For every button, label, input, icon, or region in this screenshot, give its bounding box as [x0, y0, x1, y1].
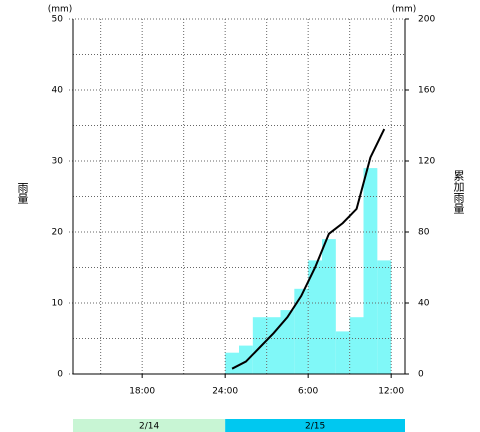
- y-tick-label: 20: [52, 228, 64, 238]
- date-label: 2/14: [139, 422, 159, 432]
- y2-tick-label: 200: [418, 15, 435, 25]
- date-label: 2/15: [305, 422, 325, 432]
- bar: [377, 260, 392, 374]
- y-tick-label: 0: [57, 370, 63, 380]
- y2-tick-label: 80: [418, 228, 430, 238]
- y2-unit: (mm): [392, 5, 417, 15]
- x-tick-label: 18:00: [129, 387, 155, 397]
- y2-tick-label: 160: [418, 86, 435, 96]
- bar: [280, 310, 295, 374]
- y-tick-label: 30: [52, 157, 64, 167]
- x-tick-label: 12:00: [378, 387, 404, 397]
- bar: [349, 317, 364, 374]
- bar: [308, 260, 322, 374]
- y-axis-title: 雨量: [16, 182, 29, 204]
- y2-tick-label: 40: [418, 299, 430, 309]
- y-unit: (mm): [48, 5, 73, 15]
- bar: [363, 168, 378, 374]
- y2-tick-label: 0: [418, 370, 424, 380]
- bar: [294, 288, 309, 374]
- bar: [335, 331, 350, 374]
- bar: [322, 239, 336, 374]
- bar: [225, 352, 239, 374]
- x-tick-label: 6:00: [298, 387, 318, 397]
- y-tick-label: 40: [52, 86, 64, 96]
- y-tick-label: 50: [52, 15, 64, 25]
- date-band: [73, 419, 226, 432]
- bar: [266, 317, 281, 374]
- cumulative-line: [231, 128, 386, 370]
- bar: [239, 345, 253, 374]
- bar: [252, 317, 267, 374]
- x-tick-label: 24:00: [212, 387, 238, 397]
- y2-tick-label: 120: [418, 157, 435, 167]
- y-tick-label: 10: [52, 299, 64, 309]
- y2-axis-title: 累加雨量: [452, 170, 465, 214]
- date-band: [225, 419, 405, 432]
